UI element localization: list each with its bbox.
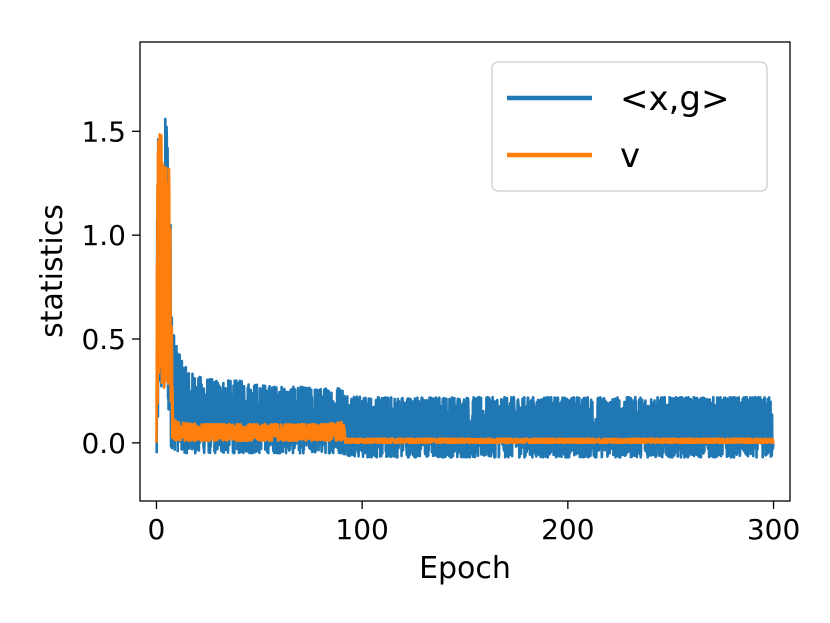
plot-frame xyxy=(139,41,791,502)
y-axis-title: statistics xyxy=(35,204,70,338)
y-tick-label: 0.5 xyxy=(81,323,126,356)
series-layer xyxy=(155,117,775,459)
y-axis: 0.0 0.5 1.0 1.5 xyxy=(81,115,140,460)
legend-label-xg: <x,g> xyxy=(620,79,730,119)
series-v-line xyxy=(155,133,775,445)
x-tick-label: 0 xyxy=(148,513,166,546)
x-tick-label: 100 xyxy=(335,513,388,546)
x-tick-label: 300 xyxy=(747,513,800,546)
legend: <x,g> v xyxy=(491,61,768,192)
x-axis-title: Epoch xyxy=(419,551,511,586)
legend-label-v: v xyxy=(620,136,640,176)
x-tick-label: 200 xyxy=(541,513,594,546)
legend-box xyxy=(491,61,768,192)
y-tick-label: 1.0 xyxy=(81,219,126,252)
x-axis: 0 100 200 300 xyxy=(148,501,800,546)
y-tick-label: 1.5 xyxy=(81,115,126,148)
y-tick-label: 0.0 xyxy=(81,427,126,460)
